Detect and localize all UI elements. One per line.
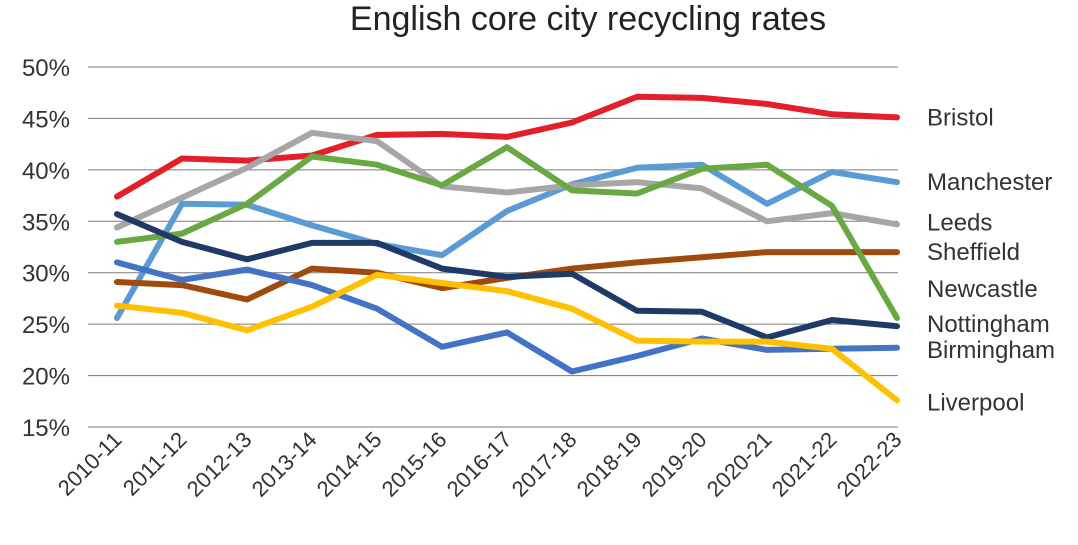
- series-line-birmingham: [114, 259, 900, 375]
- series-line-leeds: [114, 129, 900, 231]
- series-line-liverpool: [114, 271, 900, 404]
- y-axis-ticks: 50% 45% 40% 35% 30% 25% 20% 15%: [22, 55, 70, 442]
- y-tick-label-50: 50%: [22, 55, 70, 82]
- series-line-bristol: [114, 93, 900, 200]
- series-label-bristol: Bristol: [927, 104, 994, 131]
- series-label-newcastle: Newcastle: [927, 276, 1038, 303]
- x-tick-label-2021-22: 2021-22: [767, 427, 842, 502]
- series-label-birmingham: Birmingham: [927, 337, 1055, 364]
- x-tick-label-2012-13: 2012-13: [182, 427, 257, 502]
- series-label-nottingham: Nottingham: [927, 311, 1050, 338]
- y-tick-label-40: 40%: [22, 158, 70, 185]
- series-label-sheffield: Sheffield: [927, 239, 1020, 266]
- x-tick-label-2014-15: 2014-15: [312, 427, 387, 502]
- series-label-leeds: Leeds: [927, 209, 992, 236]
- x-tick-label-2011-12: 2011-12: [118, 427, 192, 501]
- x-tick-label-2022-23: 2022-23: [832, 427, 907, 502]
- series-label-manchester: Manchester: [927, 169, 1052, 196]
- x-tick-label-2013-14: 2013-14: [247, 427, 322, 502]
- y-tick-label-25: 25%: [22, 312, 70, 339]
- y-tick-label-35: 35%: [22, 209, 70, 236]
- series-line-nottingham: [114, 211, 900, 341]
- chart-title: English core city recycling rates: [350, 0, 826, 38]
- y-tick-label-45: 45%: [22, 106, 70, 133]
- x-tick-label-2017-18: 2017-18: [507, 427, 582, 502]
- series-line-newcastle: [114, 144, 900, 321]
- x-tick-label-2018-19: 2018-19: [572, 427, 647, 502]
- y-tick-label-15: 15%: [22, 415, 70, 442]
- series-label-liverpool: Liverpool: [927, 389, 1024, 416]
- x-tick-label-2015-16: 2015-16: [377, 427, 452, 502]
- series-lines: [114, 93, 900, 404]
- x-axis-ticks: 2010-112011-122012-132013-142014-152015-…: [53, 427, 907, 502]
- x-tick-label-2020-21: 2020-21: [702, 427, 777, 502]
- x-tick-label-2019-20: 2019-20: [637, 427, 712, 502]
- x-tick-label-2016-17: 2016-17: [442, 427, 517, 502]
- y-tick-label-30: 30%: [22, 261, 70, 288]
- series-end-labels: Bristol Manchester Leeds Sheffield Newcastle…: [927, 104, 1055, 416]
- y-tick-label-20: 20%: [22, 364, 70, 391]
